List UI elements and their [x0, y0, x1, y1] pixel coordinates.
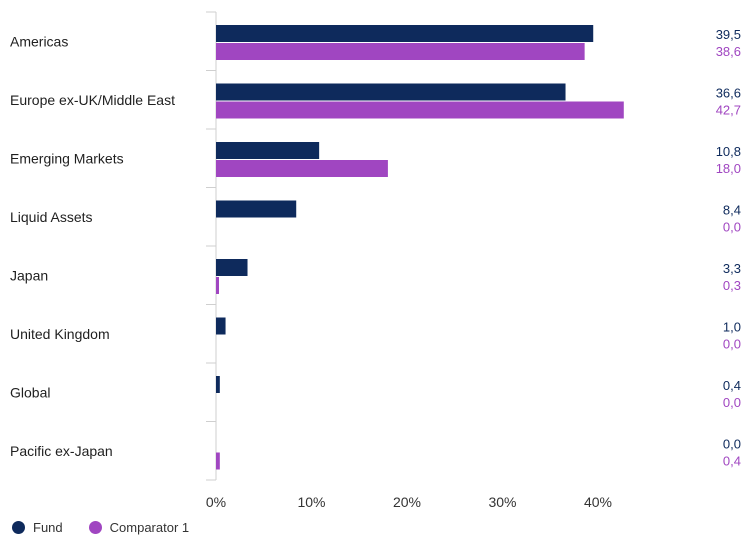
legend-item-comparator: Comparator 1 — [88, 520, 190, 535]
value-label-fund: 0,4 — [723, 378, 741, 393]
value-label-fund: 0,0 — [723, 437, 741, 452]
value-label-comparator: 0,3 — [723, 278, 741, 293]
value-label-comparator: 38,6 — [716, 44, 741, 59]
value-label-comparator: 0,0 — [723, 220, 741, 235]
x-tick-label: 0% — [206, 494, 226, 510]
bar-comparator — [216, 101, 624, 119]
bar-fund — [216, 317, 226, 335]
category-label: Pacific ex-Japan — [10, 443, 113, 459]
value-label-comparator: 0,4 — [723, 454, 741, 469]
value-label-comparator: 42,7 — [716, 103, 741, 118]
value-label-comparator: 18,0 — [716, 161, 741, 176]
bar-comparator — [216, 452, 220, 470]
bar-fund — [216, 376, 220, 393]
bar-fund — [216, 259, 248, 276]
bar-comparator — [216, 43, 585, 60]
x-tick-label: 20% — [393, 494, 421, 510]
legend-label-fund: Fund — [33, 520, 63, 535]
x-tick-label: 40% — [584, 494, 612, 510]
bar-fund — [216, 142, 320, 159]
category-label: Americas — [10, 33, 68, 49]
category-label: Global — [10, 384, 50, 400]
legend: Fund Comparator 1 — [12, 520, 207, 535]
value-label-fund: 39,5 — [716, 27, 741, 42]
bar-fund — [216, 200, 297, 218]
bar-chart: Americas 39,5 38,6 Europe ex-UK/Middle East… — [10, 11, 741, 510]
category-label: Emerging Markets — [10, 150, 124, 166]
category-label: United Kingdom — [10, 326, 110, 342]
value-label-fund: 10,8 — [716, 144, 741, 159]
value-label-fund: 1,0 — [723, 320, 741, 335]
bar-fund — [216, 83, 566, 101]
legend-swatch-fund — [12, 521, 25, 534]
x-tick-label: 10% — [297, 494, 325, 510]
category-label: Liquid Assets — [10, 209, 93, 225]
value-label-fund: 3,3 — [723, 261, 741, 276]
legend-item-fund: Fund — [12, 520, 63, 535]
bar-comparator — [216, 160, 388, 177]
category-label: Japan — [10, 267, 48, 283]
legend-label-comparator: Comparator 1 — [109, 520, 190, 535]
category-label: Europe ex-UK/Middle East — [10, 92, 175, 108]
bar-comparator — [216, 277, 219, 294]
x-tick-label: 30% — [488, 494, 516, 510]
value-label-fund: 36,6 — [716, 86, 741, 101]
value-label-comparator: 0,0 — [723, 395, 741, 410]
bar-fund — [216, 25, 594, 42]
value-label-fund: 8,4 — [723, 203, 741, 218]
legend-swatch-comparator — [88, 521, 102, 534]
value-label-comparator: 0,0 — [723, 337, 741, 352]
